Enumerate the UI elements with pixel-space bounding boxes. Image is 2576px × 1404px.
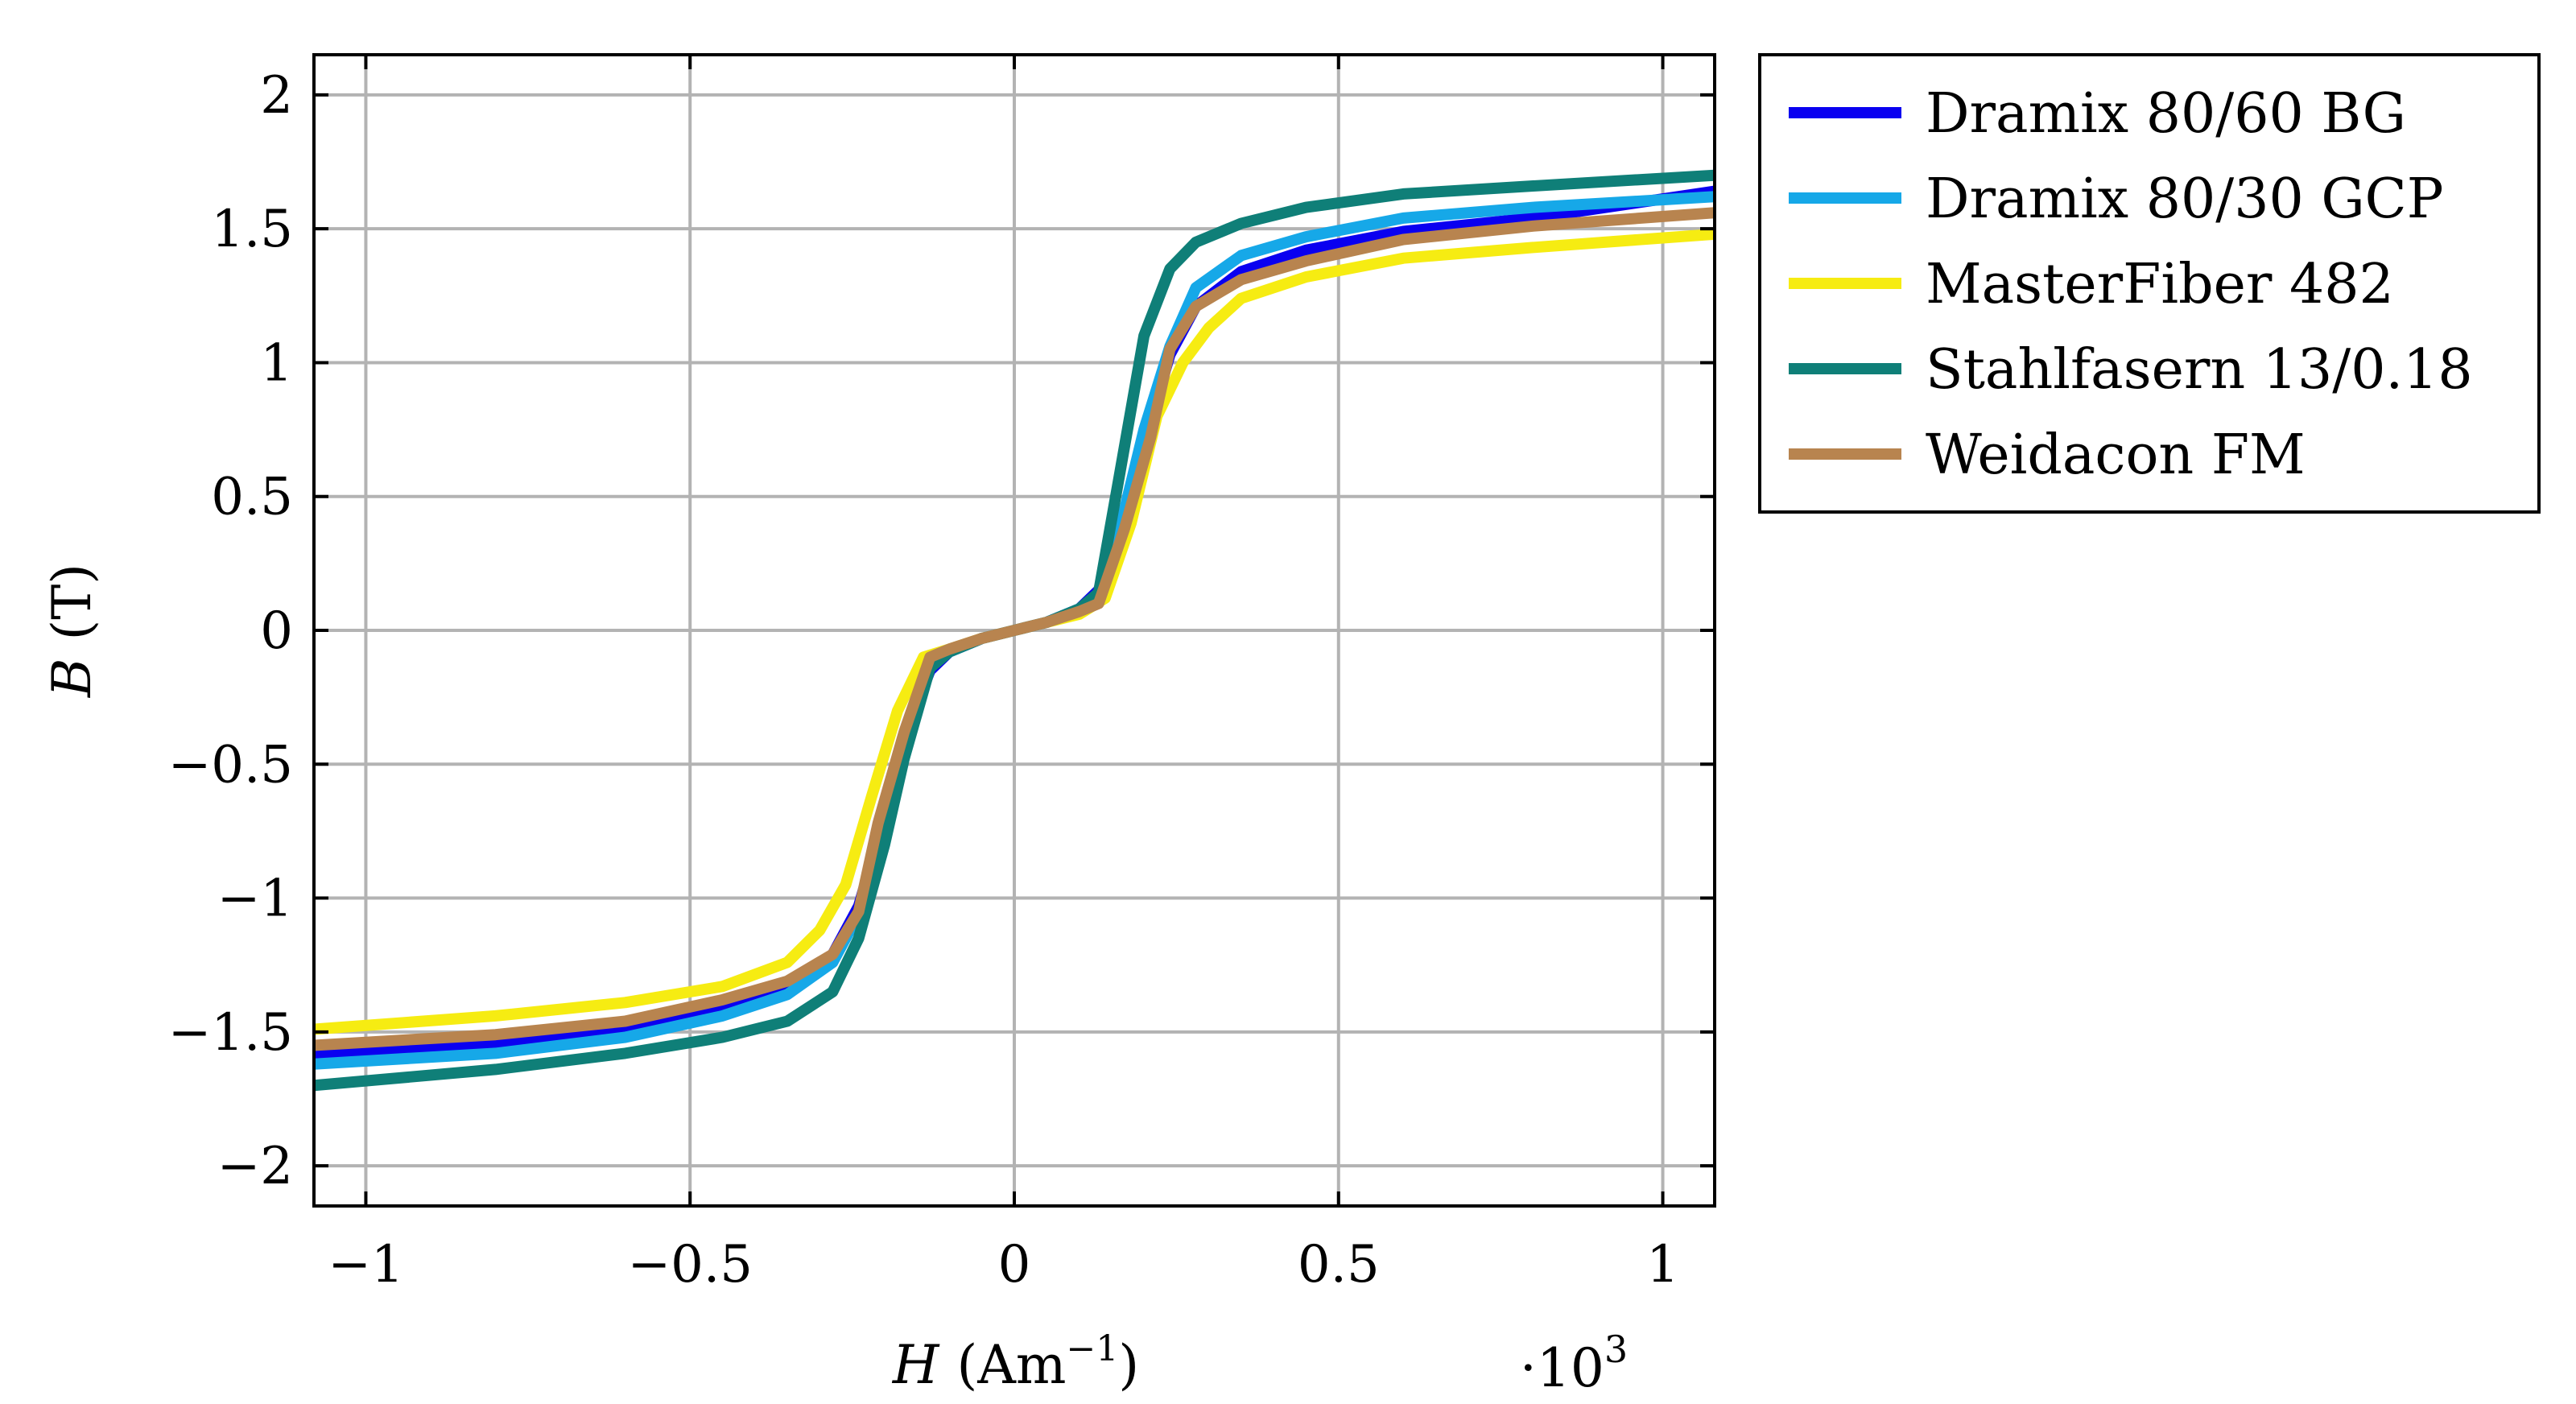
legend-label: Stahlfasern 13/0.18	[1926, 338, 2473, 402]
grid	[314, 55, 1715, 1206]
y-tick-label: −0.5	[168, 735, 293, 795]
legend-label: Weidacon FM	[1926, 423, 2306, 487]
y-tick-label: −1	[217, 869, 293, 929]
legend: Dramix 80/60 BG Dramix 80/30 GCP MasterFib…	[1758, 53, 2541, 514]
y-tick-label: 2	[260, 66, 293, 126]
y-tick-label: −1.5	[168, 1003, 293, 1063]
x-tick-label: −1	[328, 1235, 403, 1295]
x-tick-label: 0.5	[1298, 1235, 1380, 1295]
axis-ticks: −1 −0.5 0 0.5 1 2 1.5 1 0.5 0 −0.5 −1 −1.5 −2	[168, 55, 1715, 1295]
y-axis-label: B(T)	[41, 564, 103, 698]
legend-label: Dramix 80/60 BG	[1926, 82, 2406, 146]
y-tick-label: −2	[217, 1137, 293, 1196]
series-lines	[314, 169, 1715, 1092]
axis-labels: H (Am−1) ·103 B(T)	[41, 564, 1628, 1399]
series-line-4	[314, 207, 1715, 1051]
x-axis-label: H (Am−1)	[892, 1328, 1139, 1396]
y-tick-label: 1.5	[211, 200, 293, 259]
x-tick-label: −0.5	[628, 1235, 753, 1295]
legend-label: Dramix 80/30 GCP	[1926, 167, 2443, 231]
y-tick-label: 0.5	[211, 468, 293, 527]
x-scale-note: ·103	[1520, 1328, 1628, 1399]
x-tick-label: 0	[998, 1235, 1031, 1295]
legend-label: MasterFiber 482	[1926, 253, 2394, 316]
x-tick-label: 1	[1646, 1235, 1679, 1295]
y-tick-label: 0	[260, 601, 293, 661]
y-tick-label: 1	[260, 333, 293, 393]
